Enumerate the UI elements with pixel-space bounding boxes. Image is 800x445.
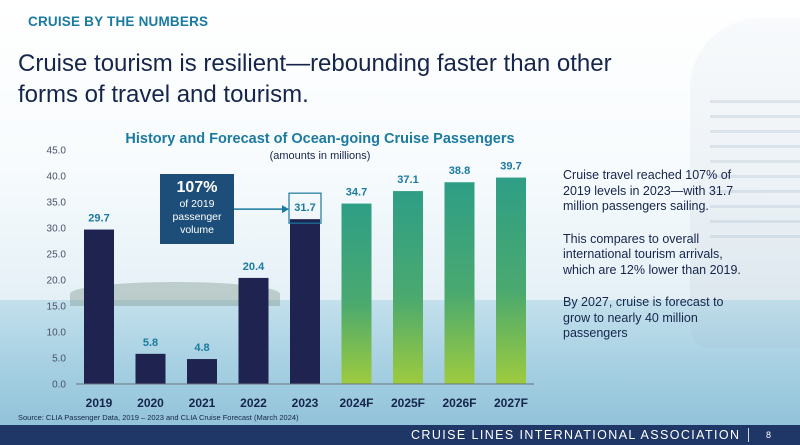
x-tick-label: 2026F xyxy=(442,396,476,410)
y-tick-label: 15.0 xyxy=(47,302,67,313)
y-tick-label: 30.0 xyxy=(47,224,67,235)
section-kicker: CRUISE BY THE NUMBERS xyxy=(28,14,209,29)
callout-line-3: volume xyxy=(180,224,214,236)
bar-value-label: 34.7 xyxy=(346,187,367,199)
bar-value-label: 29.7 xyxy=(88,213,109,225)
bar xyxy=(444,182,475,384)
y-tick-label: 10.0 xyxy=(47,328,67,339)
y-tick-label: 5.0 xyxy=(52,354,66,365)
footer-bar: CRUISE LINES INTERNATIONAL ASSOCIATION 8 xyxy=(0,425,800,445)
bar-value-label: 38.8 xyxy=(449,165,470,177)
x-tick-label: 2023 xyxy=(292,396,319,410)
bar xyxy=(290,219,320,384)
side-notes: Cruise travel reached 107% of 2019 level… xyxy=(563,168,741,359)
bar xyxy=(496,177,526,384)
footer-divider xyxy=(748,428,749,442)
x-tick-label: 2019 xyxy=(86,396,113,410)
bar-value-label: 4.8 xyxy=(194,342,209,354)
y-tick-label: 35.0 xyxy=(47,198,67,209)
x-tick-label: 2022 xyxy=(240,396,267,410)
chart-subtitle: (amounts in millions) xyxy=(269,150,371,162)
callout-arrow-head xyxy=(282,205,289,214)
bar-chart: 0.0 5.0 10.0 15.0 20.0 25.0 30.0 35.0 40.0 45.0 29… xyxy=(47,146,534,410)
bar xyxy=(135,353,166,384)
bar-value-label: 37.1 xyxy=(397,174,418,186)
y-tick-label: 25.0 xyxy=(47,250,67,261)
cruise-ship-image xyxy=(690,18,800,348)
chart-title: History and Forecast of Ocean-going Crui… xyxy=(125,131,515,147)
bar xyxy=(84,229,114,384)
callout-box: 107% of 2019 passenger volume xyxy=(160,174,234,244)
bar-value-label: 5.8 xyxy=(143,337,158,349)
source-note: Source: CLIA Passenger Data, 2019 – 2023… xyxy=(18,413,299,422)
callout-line-1: of 2019 xyxy=(179,198,215,210)
side-note-1: Cruise travel reached 107% of 2019 level… xyxy=(563,168,734,213)
bar xyxy=(393,191,423,384)
bar-value-label: 20.4 xyxy=(243,261,265,273)
y-tick-label: 45.0 xyxy=(47,146,67,157)
bar xyxy=(238,277,269,384)
y-tick-label: 0.0 xyxy=(52,380,66,391)
x-tick-label: 2027F xyxy=(494,396,528,410)
x-tick-label: 2024F xyxy=(339,396,373,410)
bar-value-label: 39.7 xyxy=(500,161,521,173)
side-note-2: This compares to overall international t… xyxy=(563,231,741,277)
callout-percent: 107% xyxy=(176,179,218,196)
slide-headline: Cruise tourism is resilient—rebounding f… xyxy=(18,50,612,108)
footer-org-name: CRUISE LINES INTERNATIONAL ASSOCIATION xyxy=(411,428,741,442)
bar-value-label: 31.7 xyxy=(294,202,315,214)
callout-line-2: passenger xyxy=(172,211,222,223)
page-number: 8 xyxy=(766,430,772,440)
side-note-3: By 2027, cruise is forecast to grow to n… xyxy=(563,295,724,340)
y-tick-label: 40.0 xyxy=(47,172,67,183)
x-tick-label: 2020 xyxy=(137,396,164,410)
x-tick-label: 2021 xyxy=(189,396,216,410)
highlight-box xyxy=(288,192,322,224)
x-tick-label: 2025F xyxy=(391,396,425,410)
bar xyxy=(187,359,217,384)
y-tick-label: 20.0 xyxy=(47,276,67,287)
bar xyxy=(341,203,372,384)
